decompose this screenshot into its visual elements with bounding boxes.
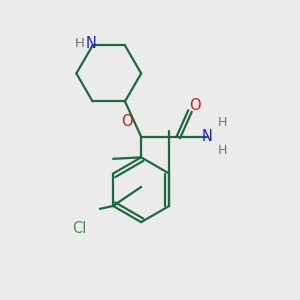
Text: H: H <box>218 116 227 129</box>
Text: N: N <box>202 129 213 144</box>
Text: H: H <box>218 144 227 157</box>
Text: O: O <box>121 114 132 129</box>
Text: Cl: Cl <box>72 220 87 236</box>
Text: N: N <box>86 37 97 52</box>
Text: H: H <box>74 37 84 50</box>
Text: O: O <box>189 98 201 113</box>
